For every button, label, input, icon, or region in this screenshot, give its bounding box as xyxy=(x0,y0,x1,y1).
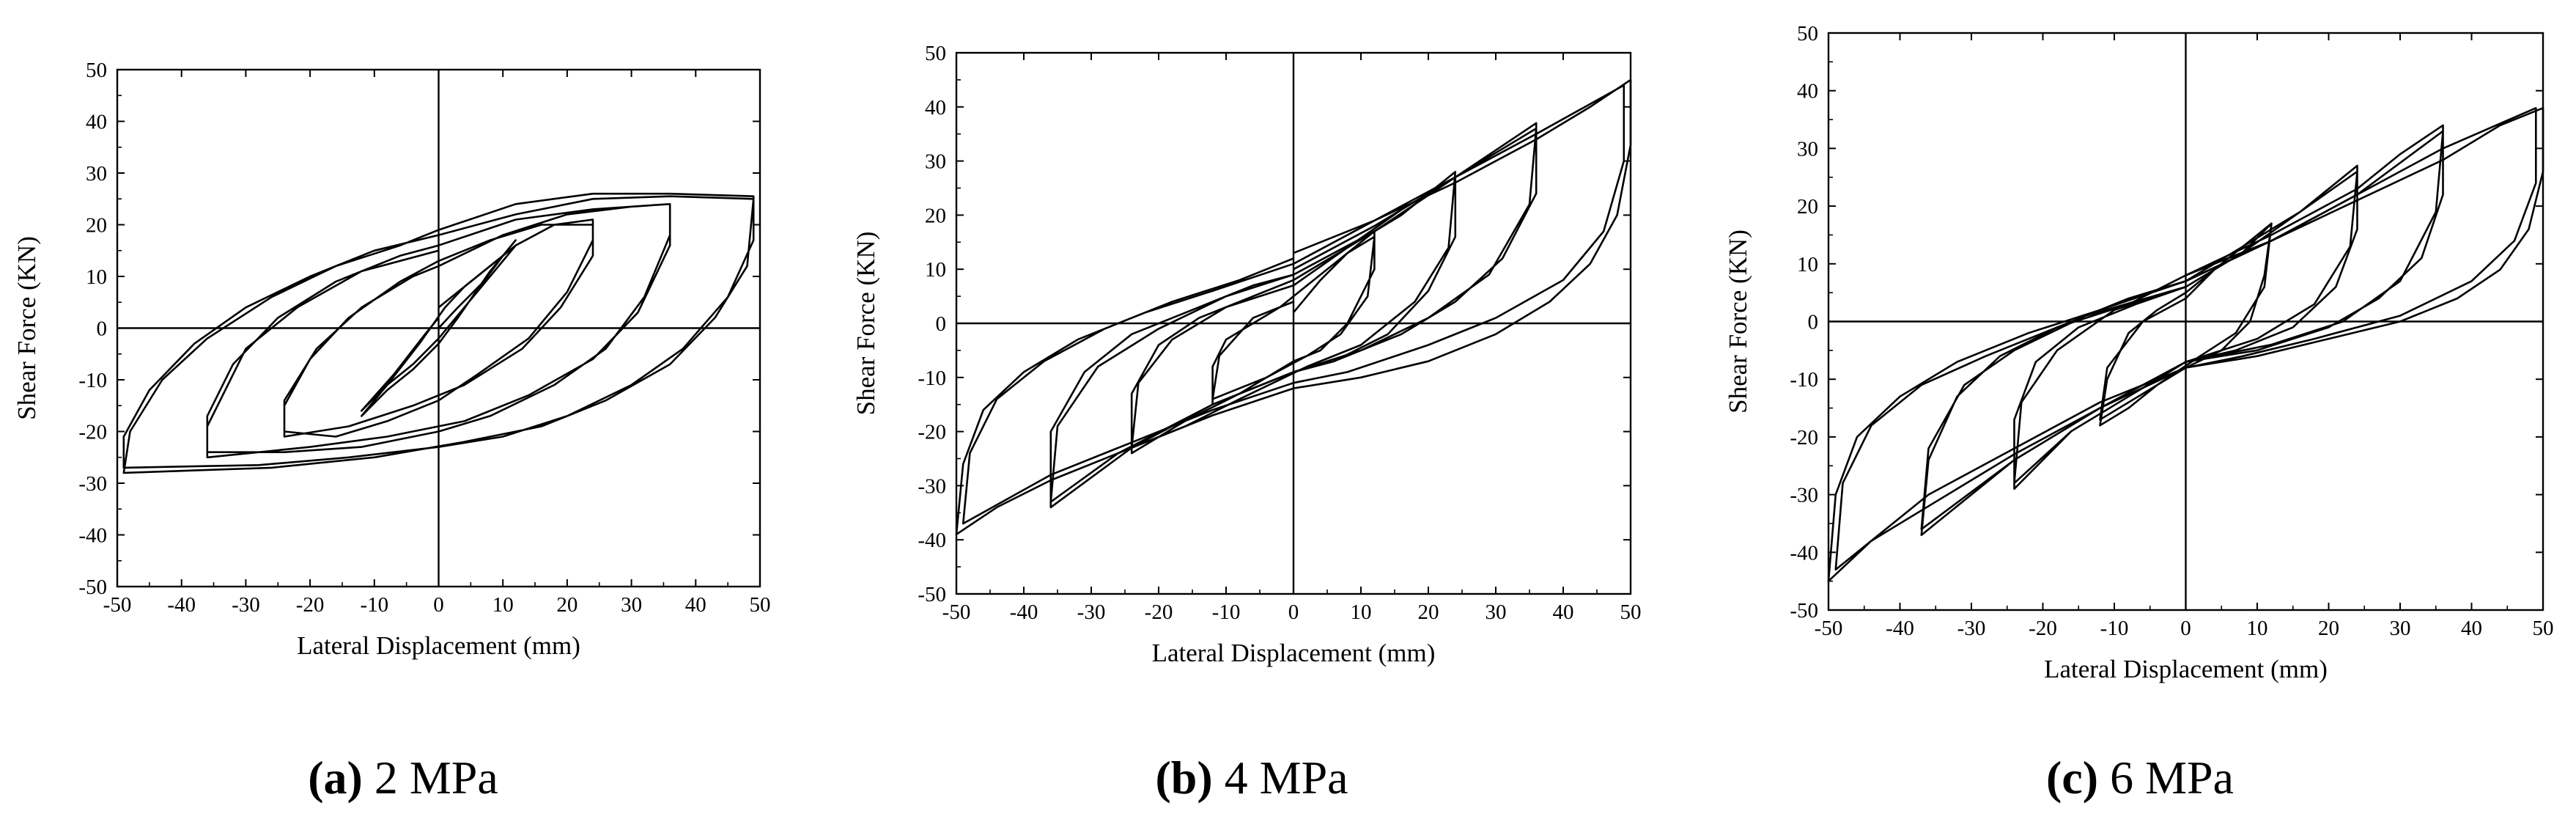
x-tick-label-c-0: -50 xyxy=(1815,617,1843,640)
y-tick-label-a-10: 50 xyxy=(86,59,107,82)
y-tick-label-c-10: 50 xyxy=(1797,22,1818,45)
y-tick-label-b-3: -20 xyxy=(918,421,946,444)
panel-c-chart: -50 -40 -30 -20 -10 0 10 20 30 40 50 -50 -40 -30 -20 -1… xyxy=(1724,22,2554,683)
y-tick-label-c-9: 40 xyxy=(1797,80,1818,103)
x-tick-label-c-6: 10 xyxy=(2247,617,2268,640)
x-tick-label-a-4: -10 xyxy=(360,593,388,617)
y-tick-label-c-8: 30 xyxy=(1797,137,1818,161)
x-tick-label-c-5: 0 xyxy=(2180,617,2191,640)
series-a-2 xyxy=(283,218,594,438)
y-tick-label-c-2: -30 xyxy=(1790,484,1818,507)
series-b-3 xyxy=(1049,122,1538,509)
y-tick-label-c-7: 20 xyxy=(1797,195,1818,218)
x-tick-label-c-1: -40 xyxy=(1886,617,1914,640)
y-tick-label-b-1: -40 xyxy=(918,529,946,552)
x-tick-label-c-2: -30 xyxy=(1957,617,1986,640)
y-tick-label-b-5: 0 xyxy=(936,312,947,336)
x-tick-label-c-10: 50 xyxy=(2533,617,2554,640)
x-axis-label-c: Lateral Displacement (mm) xyxy=(2044,655,2328,683)
y-tick-label-a-0: -50 xyxy=(78,576,107,599)
x-tick-label-c-3: -20 xyxy=(2029,617,2057,640)
y-tick-label-a-2: -30 xyxy=(78,472,107,496)
x-tick-label-a-8: 30 xyxy=(621,593,642,617)
y-tick-label-c-5: 0 xyxy=(1808,311,1819,334)
x-tick-label-b-3: -20 xyxy=(1145,601,1173,624)
y-axis-label-c: Shear Force (KN) xyxy=(1724,229,1752,414)
y-tick-label-a-3: -20 xyxy=(78,421,107,444)
caption-c: (c) 6 MPa xyxy=(2046,752,2234,804)
series-c-2 xyxy=(2013,164,2358,490)
x-tick-label-b-10: 50 xyxy=(1620,601,1642,624)
x-tick-label-b-4: -10 xyxy=(1212,601,1241,624)
series-a-4 xyxy=(122,192,755,474)
panel-b-chart: -50 -40 -30 -20 -10 0 10 20 30 40 50 -50 -40 -30 -20 -1… xyxy=(852,42,1642,667)
y-tick-label-a-4: -10 xyxy=(78,369,107,392)
y-axis-label-b: Shear Force (KN) xyxy=(852,232,880,416)
y-tick-label-a-1: -40 xyxy=(78,524,107,548)
y-tick-label-c-6: 10 xyxy=(1797,253,1818,276)
x-tick-label-a-3: -20 xyxy=(296,593,325,617)
x-tick-label-b-1: -40 xyxy=(1010,601,1038,624)
y-tick-label-c-1: -40 xyxy=(1790,541,1818,565)
caption-a: (a) 2 MPa xyxy=(308,752,498,804)
x-tick-label-b-7: 20 xyxy=(1418,601,1439,624)
y-tick-label-b-7: 20 xyxy=(925,204,946,227)
x-tick-label-b-6: 10 xyxy=(1351,601,1372,624)
y-tick-label-b-6: 10 xyxy=(925,258,946,282)
series-b-4 xyxy=(955,78,1632,536)
x-tick-label-a-5: 0 xyxy=(433,593,444,617)
x-tick-label-a-2: -30 xyxy=(232,593,260,617)
x-tick-label-b-9: 40 xyxy=(1553,601,1574,624)
caption-b: (b) 4 MPa xyxy=(1155,752,1348,804)
y-tick-label-a-8: 30 xyxy=(86,162,107,186)
x-tick-label-b-5: 0 xyxy=(1288,601,1299,624)
y-axis-label-a: Shear Force (KN) xyxy=(12,236,41,420)
x-tick-label-a-1: -40 xyxy=(167,593,196,617)
y-tick-label-b-8: 30 xyxy=(925,150,946,174)
x-tick-label-a-7: 20 xyxy=(556,593,577,617)
x-tick-label-a-9: 40 xyxy=(685,593,706,617)
y-tick-label-b-10: 50 xyxy=(925,42,946,65)
x-axis-label-a: Lateral Displacement (mm) xyxy=(297,631,580,660)
series-a-1 xyxy=(361,239,517,417)
x-tick-label-b-2: -30 xyxy=(1077,601,1106,624)
x-tick-label-c-9: 40 xyxy=(2461,617,2482,640)
x-tick-label-c-7: 20 xyxy=(2318,617,2339,640)
x-tick-label-b-8: 30 xyxy=(1486,601,1507,624)
y-tick-label-a-7: 20 xyxy=(86,214,107,238)
y-tick-label-c-4: -10 xyxy=(1790,368,1818,392)
panel-a-chart: -50 -40 -30 -20 -10 0 10 20 30 40 50 -50 -40 -30 -20 -1… xyxy=(12,59,771,660)
y-tick-label-a-9: 40 xyxy=(86,111,107,134)
x-tick-label-a-10: 50 xyxy=(750,593,771,617)
x-tick-label-c-4: -10 xyxy=(2100,617,2129,640)
y-tick-label-b-0: -50 xyxy=(918,583,946,606)
series-a-3 xyxy=(206,203,671,459)
x-axis-label-b: Lateral Displacement (mm) xyxy=(1152,639,1436,667)
x-tick-label-a-6: 10 xyxy=(492,593,514,617)
y-tick-label-b-2: -30 xyxy=(918,474,946,498)
y-tick-label-b-4: -10 xyxy=(918,367,946,390)
y-tick-label-c-3: -20 xyxy=(1790,426,1818,449)
y-tick-label-c-0: -50 xyxy=(1790,599,1818,622)
y-tick-label-a-6: 10 xyxy=(86,265,107,289)
y-tick-label-b-9: 40 xyxy=(925,96,946,120)
x-tick-label-a-0: -50 xyxy=(103,593,132,617)
x-tick-label-c-8: 30 xyxy=(2390,617,2411,640)
x-tick-label-b-0: -50 xyxy=(942,601,971,624)
y-tick-label-a-5: 0 xyxy=(97,317,108,341)
